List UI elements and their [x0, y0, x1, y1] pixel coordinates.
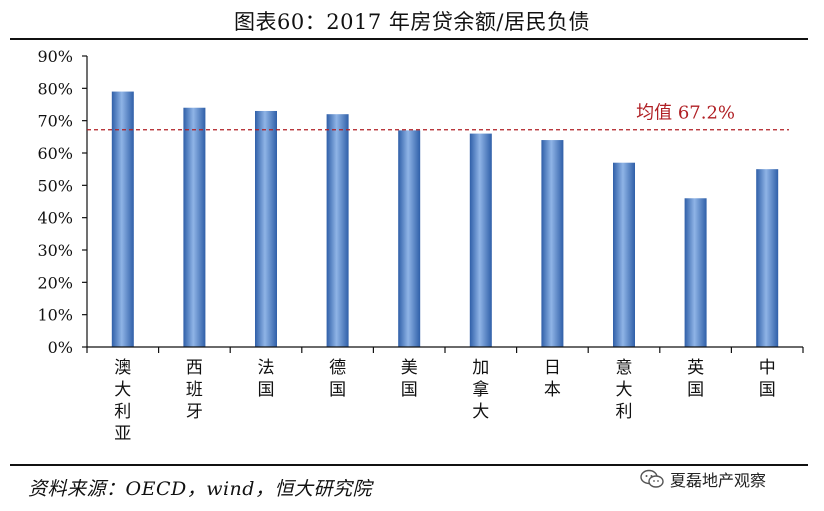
title-rule [10, 38, 808, 40]
source-rule [10, 464, 808, 466]
x-category-label: 英国 [687, 358, 704, 400]
x-category-label: 澳大利亚 [114, 358, 131, 444]
chart-title: 图表60：2017 年房贷余额/居民负债 [234, 10, 590, 34]
y-tick-label: 50% [37, 176, 73, 195]
average-line-group: 均值 67.2% [87, 103, 789, 131]
bar [541, 140, 564, 347]
bar [326, 114, 349, 347]
y-tick-label: 0% [48, 338, 73, 357]
x-category-label: 加拿大 [472, 358, 489, 422]
x-axis: 澳大利亚 西班牙 法国 德国 美国 加拿大 日本 意大利 英国 中国 [86, 346, 804, 444]
average-label: 均值 67.2% [636, 103, 735, 124]
x-category-label: 西班牙 [186, 358, 203, 422]
y-tick-label: 90% [37, 47, 73, 66]
y-tick-label: 60% [37, 144, 73, 163]
bar [613, 162, 635, 347]
bar [183, 107, 206, 347]
x-category-label: 法国 [258, 358, 275, 400]
bar [684, 198, 707, 347]
watermark: 夏磊地产观察 [640, 467, 766, 491]
source-note: 资料来源：OECD，wind，恒大研究院 [28, 478, 372, 500]
x-category-label: 德国 [329, 358, 346, 400]
bar-chart: 0% 10% 20% 30% 40% 50% 60% 70% 80% 90% 均值 67.2% 澳… [37, 47, 804, 444]
y-tick-label: 30% [37, 241, 73, 260]
bar [469, 133, 492, 347]
y-tick-label: 10% [37, 306, 73, 325]
y-axis: 0% 10% 20% 30% 40% 50% 60% 70% 80% 90% [37, 47, 88, 357]
bar [398, 130, 421, 347]
x-category-label: 日本 [544, 358, 561, 400]
y-tick-label: 80% [37, 79, 73, 98]
x-category-label: 意大利 [616, 358, 633, 422]
wechat-icon [640, 469, 664, 488]
y-tick-label: 40% [37, 209, 73, 228]
x-category-label: 中国 [759, 358, 776, 400]
bar [255, 110, 277, 347]
bar [756, 169, 779, 347]
bar-series [111, 91, 779, 347]
x-category-label: 美国 [401, 358, 418, 400]
bar [111, 91, 134, 347]
watermark-text: 夏磊地产观察 [670, 471, 767, 490]
y-tick-label: 70% [37, 112, 73, 131]
y-tick-label: 20% [37, 273, 73, 292]
